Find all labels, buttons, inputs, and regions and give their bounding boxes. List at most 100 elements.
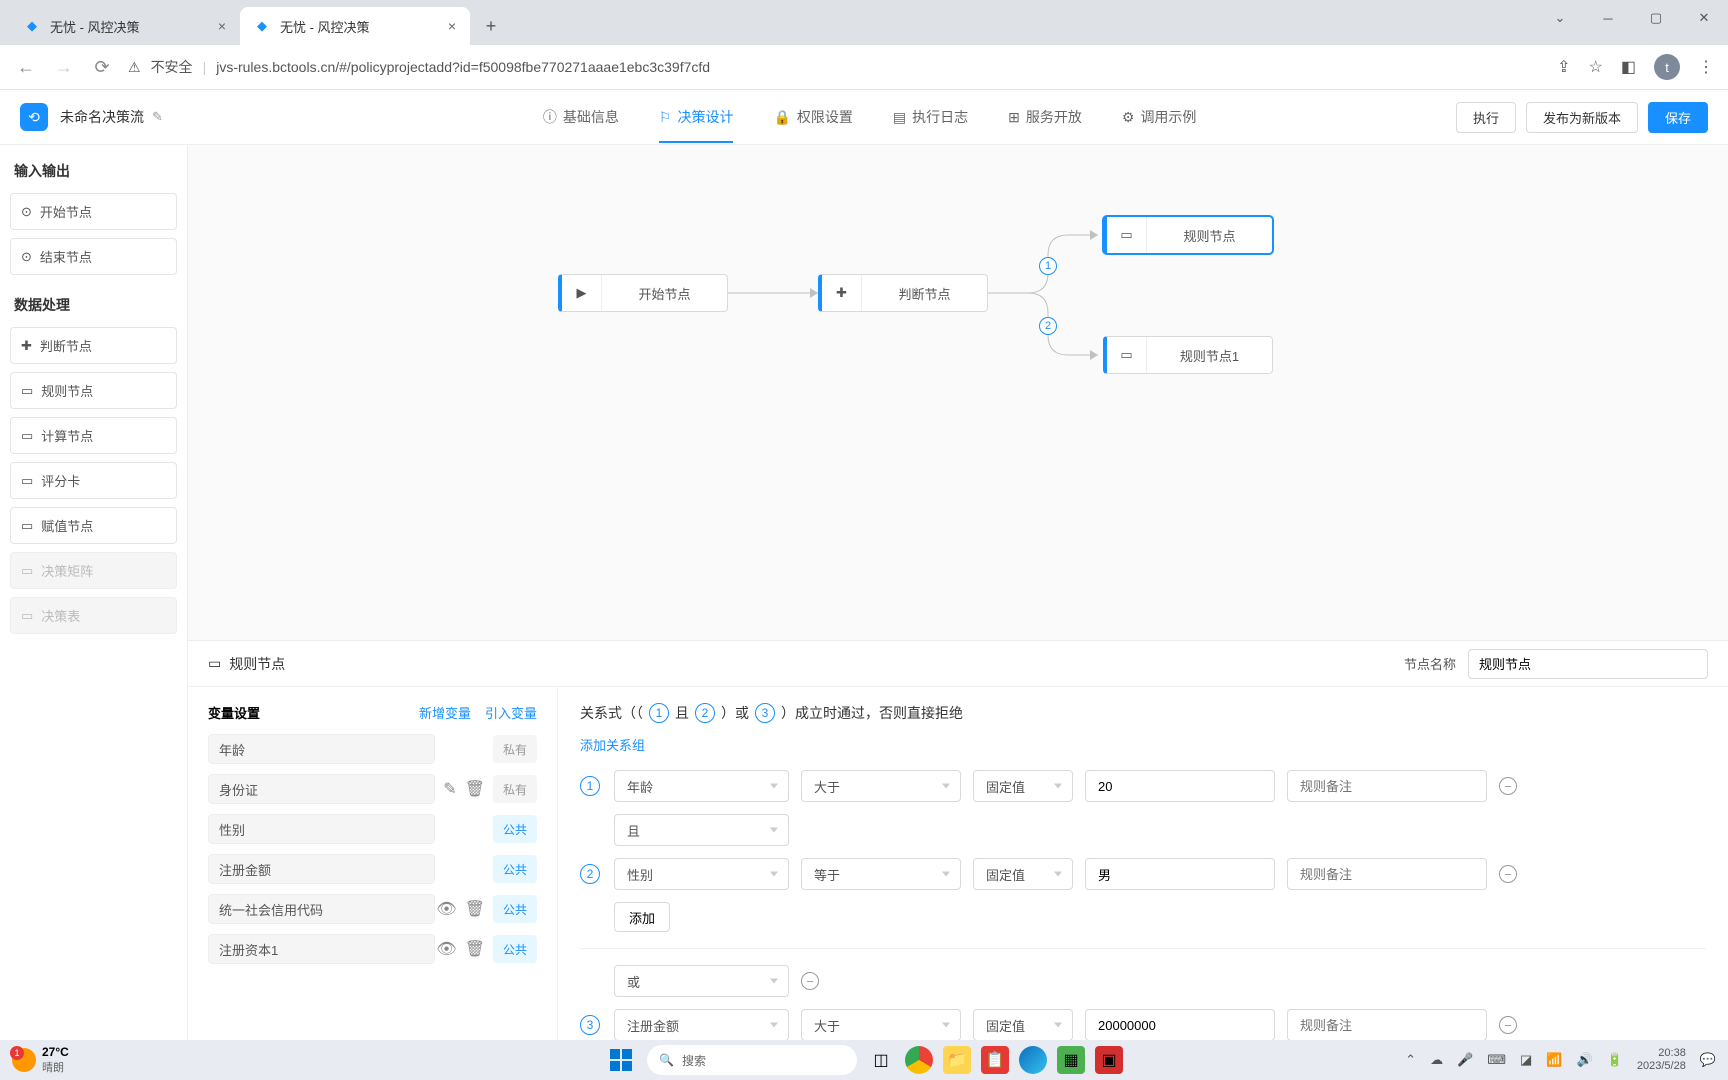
field-select[interactable]: 性别 (614, 858, 789, 890)
logic-select[interactable]: 或 (614, 965, 789, 997)
task-view-icon[interactable]: ◫ (867, 1046, 895, 1074)
value-input[interactable] (1085, 1009, 1275, 1040)
close-icon[interactable]: × (218, 18, 226, 34)
var-name[interactable]: 注册资本1 (208, 934, 435, 964)
sidebar-item-calc[interactable]: ▭计算节点 (10, 417, 177, 454)
profile-avatar[interactable]: t (1654, 54, 1680, 80)
delete-icon[interactable]: 🗑 (465, 939, 485, 959)
save-button[interactable]: 保存 (1648, 102, 1708, 133)
delete-icon[interactable]: 🗑 (465, 899, 485, 919)
start-button[interactable] (605, 1044, 637, 1076)
weather-widget[interactable]: 1 27°C 晴朗 (12, 1045, 69, 1075)
field-select[interactable]: 年龄 (614, 770, 789, 802)
chevron-up-icon[interactable]: ⌃ (1405, 1052, 1416, 1068)
edit-icon[interactable]: ✎ (152, 109, 163, 125)
flow-node-start[interactable]: ▶ 开始节点 (558, 274, 728, 312)
maximize-icon[interactable]: ▢ (1632, 0, 1680, 36)
add-rule-button[interactable]: 添加 (614, 902, 670, 932)
input-icon[interactable]: ⌨ (1487, 1052, 1506, 1068)
mic-icon[interactable]: 🎤 (1457, 1052, 1473, 1068)
app-icon[interactable]: 📋 (981, 1046, 1009, 1074)
remove-icon[interactable]: − (1499, 777, 1517, 795)
extensions-icon[interactable]: ◧ (1621, 57, 1636, 77)
delete-icon[interactable]: 🗑 (465, 779, 485, 799)
sidebar-item-assign[interactable]: ▭赋值节点 (10, 507, 177, 544)
var-name[interactable]: 身份证 (208, 774, 435, 804)
var-name[interactable]: 注册金额 (208, 854, 435, 884)
remark-input[interactable] (1287, 770, 1487, 802)
var-tag-private[interactable]: 私有 (493, 775, 537, 803)
volume-icon[interactable]: 🔊 (1577, 1052, 1593, 1068)
notifications-icon[interactable]: 💬 (1700, 1052, 1716, 1068)
flow-node-judge[interactable]: ✚ 判断节点 (818, 274, 988, 312)
app-icon[interactable]: ▦ (1057, 1046, 1085, 1074)
op-select[interactable]: 等于 (801, 858, 961, 890)
var-name[interactable]: 年龄 (208, 734, 435, 764)
sidebar-item-start[interactable]: ⊙开始节点 (10, 193, 177, 230)
onedrive-icon[interactable]: ☁ (1430, 1052, 1443, 1068)
value-input[interactable] (1085, 858, 1275, 890)
minimize-icon[interactable]: ─ (1584, 0, 1632, 36)
import-var-link[interactable]: 引入变量 (485, 703, 537, 722)
value-input[interactable] (1085, 770, 1275, 802)
sidebar-item-judge[interactable]: ✚判断节点 (10, 327, 177, 364)
op-select[interactable]: 大于 (801, 1009, 961, 1040)
tab-service[interactable]: ⊞服务开放 (1008, 91, 1082, 143)
execute-button[interactable]: 执行 (1456, 102, 1516, 133)
browser-tab-1[interactable]: ◆ 无忧 - 风控决策 × (240, 7, 470, 45)
sidebar-item-end[interactable]: ⊙结束节点 (10, 238, 177, 275)
type-select[interactable]: 固定值 (973, 1009, 1073, 1040)
tab-basic-info[interactable]: ⓘ基础信息 (543, 91, 619, 143)
remove-icon[interactable]: − (1499, 865, 1517, 883)
var-tag-private[interactable]: 私有 (493, 735, 537, 763)
var-name[interactable]: 性别 (208, 814, 435, 844)
flow-node-rule[interactable]: ▭ 规则节点 (1103, 216, 1273, 254)
remark-input[interactable] (1287, 858, 1487, 890)
remark-input[interactable] (1287, 1009, 1487, 1040)
var-tag-public[interactable]: 公共 (493, 895, 537, 923)
tray-icon[interactable]: ◪ (1520, 1052, 1532, 1068)
edge-icon[interactable] (1019, 1046, 1047, 1074)
taskbar-search[interactable]: 🔍 搜索 (647, 1045, 857, 1075)
forward-icon[interactable]: → (52, 57, 76, 78)
edit-icon[interactable]: ✎ (443, 779, 456, 799)
back-icon[interactable]: ← (14, 57, 38, 78)
browser-tab-0[interactable]: ◆ 无忧 - 风控决策 × (10, 7, 240, 45)
bookmark-icon[interactable]: ☆ (1589, 57, 1603, 77)
op-select[interactable]: 大于 (801, 770, 961, 802)
tab-permissions[interactable]: 🔒权限设置 (773, 91, 852, 143)
battery-icon[interactable]: 🔋 (1607, 1052, 1623, 1068)
close-icon[interactable]: × (448, 18, 456, 34)
clock[interactable]: 20:38 2023/5/28 (1637, 1047, 1686, 1073)
chrome-icon[interactable] (905, 1046, 933, 1074)
remove-icon[interactable]: − (801, 972, 819, 990)
tab-demo[interactable]: ⚙调用示例 (1122, 91, 1197, 143)
var-name[interactable]: 统一社会信用代码 (208, 894, 435, 924)
reload-icon[interactable]: ⟳ (90, 57, 114, 78)
close-icon[interactable]: ✕ (1680, 0, 1728, 36)
node-name-input[interactable] (1468, 649, 1708, 679)
new-tab-button[interactable]: + (476, 11, 506, 41)
share-icon[interactable]: ⇪ (1557, 57, 1570, 77)
eye-icon[interactable]: 👁 (436, 939, 456, 959)
flow-canvas[interactable]: 1 2 ▶ 开始节点 ✚ 判断节点 ▭ 规则节点 ▭ 规则节点1 (188, 145, 1728, 640)
field-select[interactable]: 注册金额 (614, 1009, 789, 1040)
var-tag-public[interactable]: 公共 (493, 855, 537, 883)
new-var-link[interactable]: 新增变量 (419, 703, 471, 722)
var-tag-public[interactable]: 公共 (493, 815, 537, 843)
type-select[interactable]: 固定值 (973, 770, 1073, 802)
var-tag-public[interactable]: 公共 (493, 935, 537, 963)
tab-decision-design[interactable]: ⚐决策设计 (659, 91, 734, 143)
app-icon[interactable]: ▣ (1095, 1046, 1123, 1074)
remove-icon[interactable]: − (1499, 1016, 1517, 1034)
menu-icon[interactable]: ⋮ (1698, 57, 1714, 77)
eye-icon[interactable]: 👁 (436, 899, 456, 919)
sidebar-item-rule[interactable]: ▭规则节点 (10, 372, 177, 409)
publish-button[interactable]: 发布为新版本 (1526, 102, 1638, 133)
add-group-link[interactable]: 添加关系组 (580, 735, 645, 754)
logic-select[interactable]: 且 (614, 814, 789, 846)
dropdown-icon[interactable]: ⌄ (1536, 0, 1584, 36)
flow-node-rule1[interactable]: ▭ 规则节点1 (1103, 336, 1273, 374)
address-box[interactable]: ⚠ 不安全 | jvs-rules.bctools.cn/#/policypro… (128, 57, 710, 77)
sidebar-item-score[interactable]: ▭评分卡 (10, 462, 177, 499)
